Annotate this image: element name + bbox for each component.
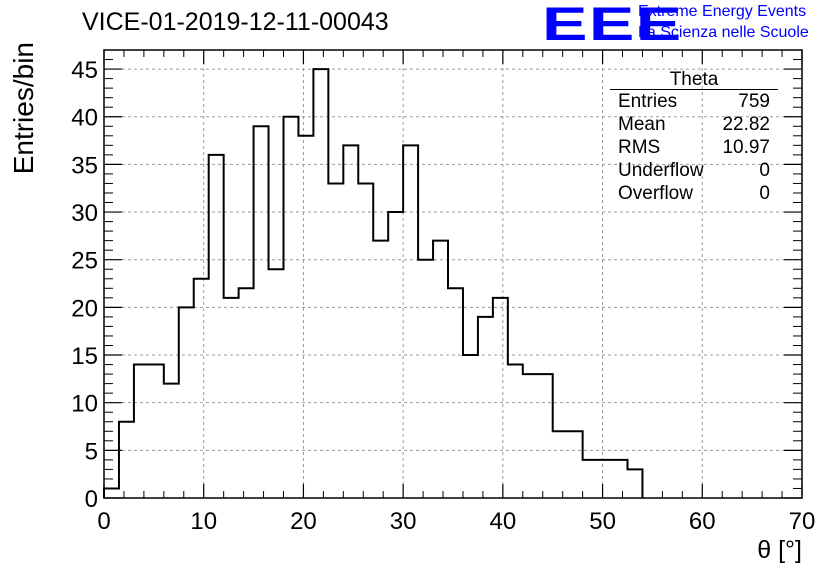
y-tick-label: 40 bbox=[71, 105, 98, 132]
plot-frame bbox=[103, 49, 803, 499]
y-tick-label: 25 bbox=[71, 248, 98, 275]
stats-row: Mean 22.82 bbox=[610, 113, 778, 136]
x-tick-label: 0 bbox=[97, 508, 110, 535]
stats-label: Entries bbox=[618, 91, 678, 112]
logo-caption-line2: La Scienza nelle Scuole bbox=[638, 24, 809, 41]
stats-value: 0 bbox=[759, 183, 770, 204]
stats-value: 22.82 bbox=[722, 114, 770, 135]
x-tick-label: 60 bbox=[689, 508, 716, 535]
y-tick-label: 45 bbox=[71, 57, 98, 84]
x-tick-label: 70 bbox=[789, 508, 816, 535]
x-tick-label: 10 bbox=[190, 508, 217, 535]
y-tick-label: 15 bbox=[71, 343, 98, 370]
stats-label: RMS bbox=[618, 137, 661, 158]
y-axis-label: Entries/bin bbox=[8, 42, 39, 174]
stats-title: Theta bbox=[610, 70, 778, 90]
y-tick-label: 35 bbox=[71, 152, 98, 179]
y-tick-label: 5 bbox=[85, 438, 98, 465]
stats-row: RMS 10.97 bbox=[610, 136, 778, 159]
x-tick-label: 50 bbox=[589, 508, 616, 535]
y-tick-label: 30 bbox=[71, 200, 98, 227]
x-tick-label: 20 bbox=[290, 508, 317, 535]
stats-value: 759 bbox=[738, 91, 770, 112]
histogram-series bbox=[103, 68, 644, 498]
stats-row: Overflow 0 bbox=[610, 182, 778, 205]
chart-title: VICE-01-2019-12-11-00043 bbox=[82, 8, 389, 36]
y-tick-label: 20 bbox=[71, 295, 98, 322]
stats-box: Theta Entries 759 Mean 22.82 RMS 10.97 Unde… bbox=[610, 70, 778, 205]
x-tick-label: 40 bbox=[490, 508, 517, 535]
x-axis-label: θ [°] bbox=[757, 536, 802, 564]
x-tick-label: 30 bbox=[390, 508, 417, 535]
stats-row: Entries 759 bbox=[610, 90, 778, 113]
y-tick-label: 0 bbox=[85, 486, 98, 513]
y-tick-label: 10 bbox=[71, 391, 98, 418]
logo-caption-line1: Extreme Energy Events bbox=[638, 3, 807, 20]
stats-value: 10.97 bbox=[722, 137, 770, 158]
eee-logo: EEE bbox=[542, 0, 683, 50]
stats-label: Mean bbox=[618, 114, 666, 135]
stats-label: Underflow bbox=[618, 160, 704, 181]
stats-value: 0 bbox=[759, 160, 770, 181]
stats-row: Underflow 0 bbox=[610, 159, 778, 182]
stats-label: Overflow bbox=[618, 183, 693, 204]
